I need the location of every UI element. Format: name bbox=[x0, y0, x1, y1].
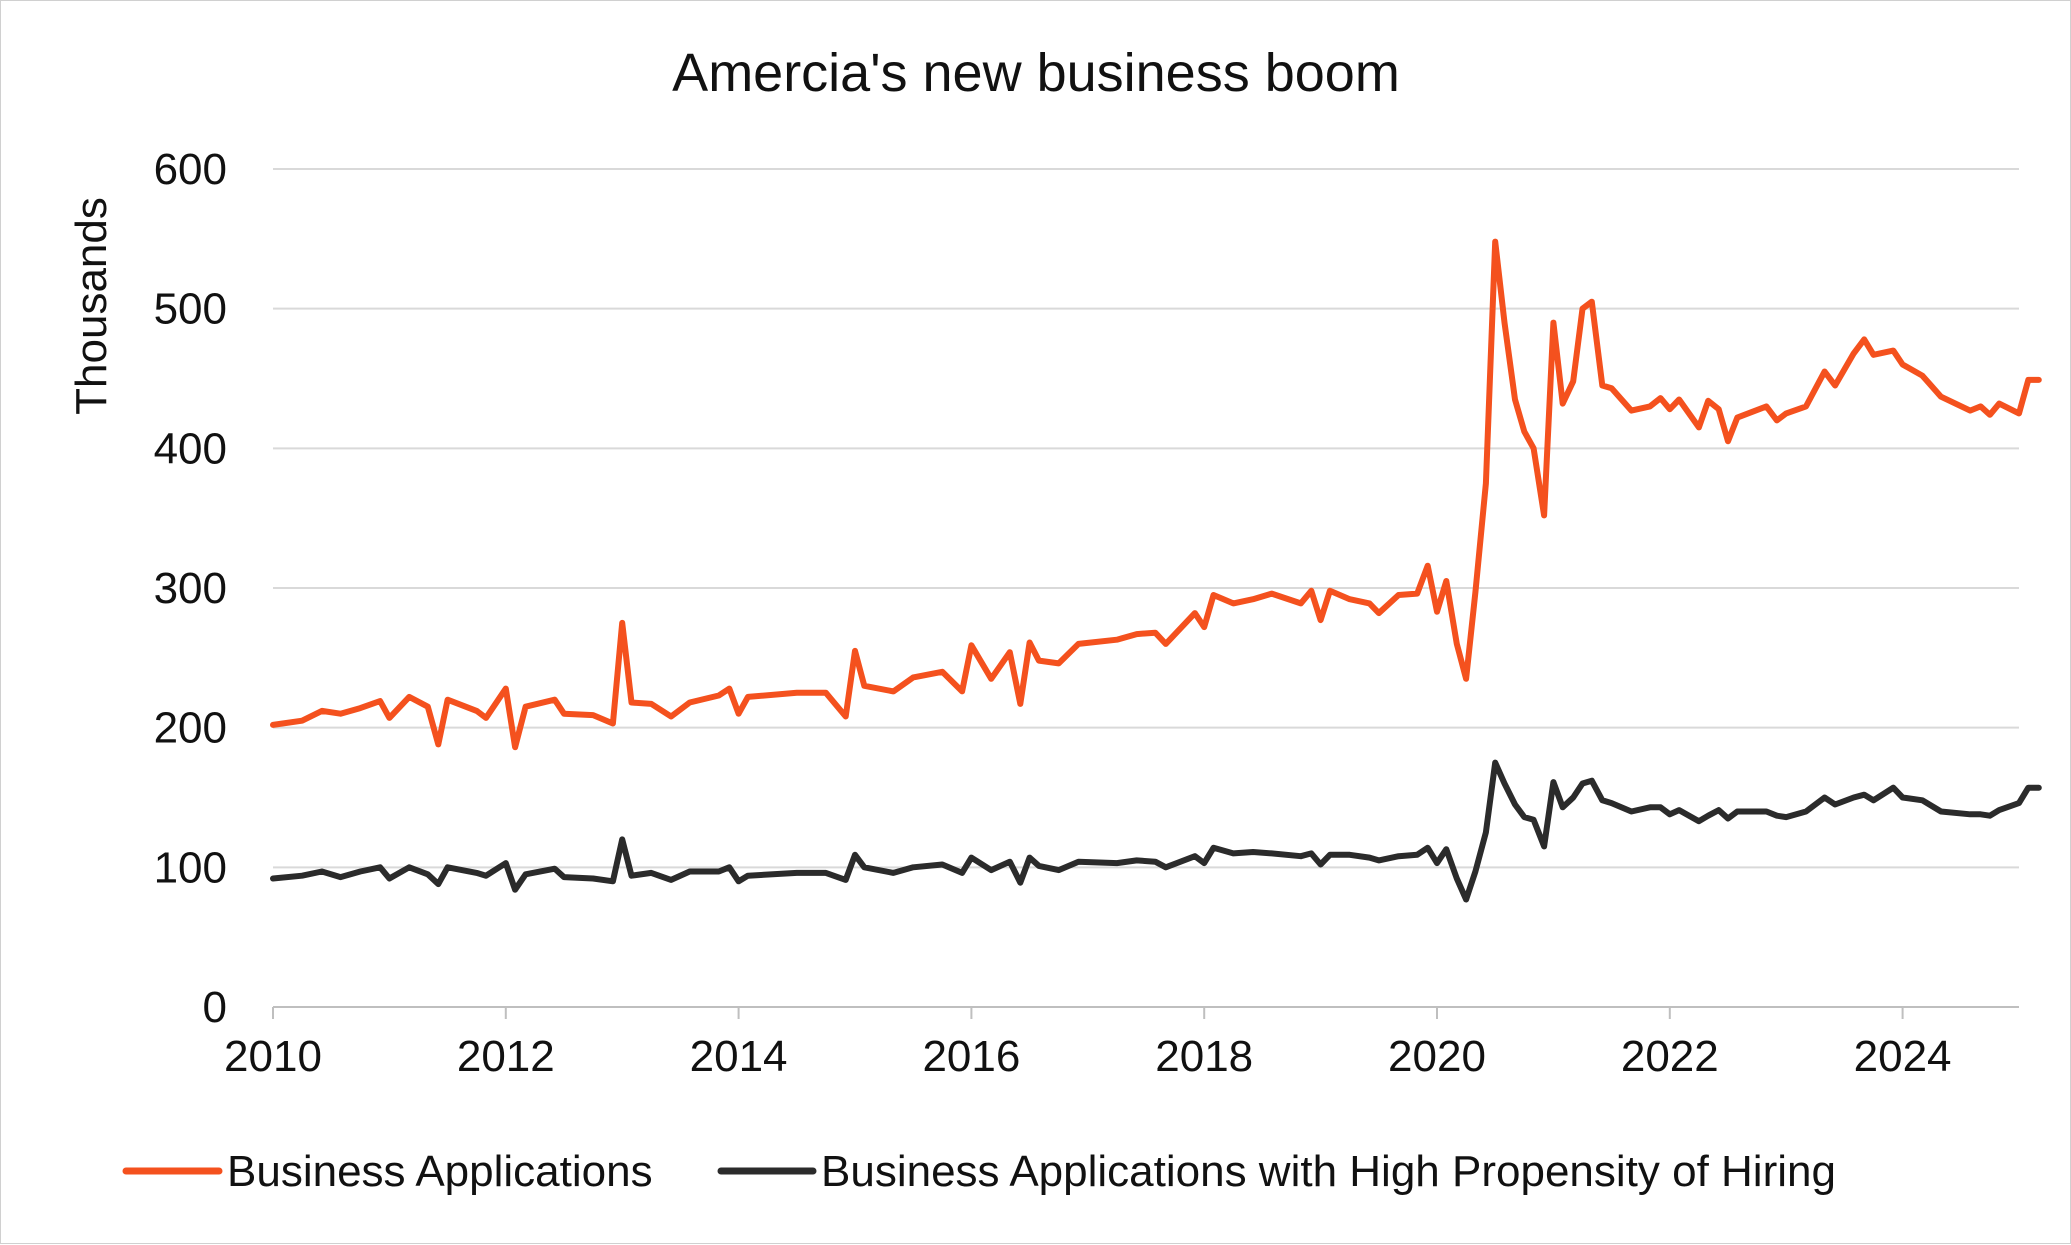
x-tick-label: 2024 bbox=[1854, 1032, 1952, 1081]
y-axis-label: Thousands bbox=[67, 197, 116, 415]
y-tick-label: 0 bbox=[203, 983, 227, 1032]
y-tick-label: 100 bbox=[154, 843, 227, 892]
legend-label-1: Business Applications bbox=[227, 1147, 653, 1196]
y-tick-label: 400 bbox=[154, 424, 227, 473]
x-tick-label: 2012 bbox=[457, 1032, 555, 1081]
x-tick-label: 2010 bbox=[224, 1032, 322, 1081]
y-tick-label: 600 bbox=[154, 145, 227, 194]
series-line-2 bbox=[270, 759, 2042, 903]
series-lines bbox=[270, 238, 2042, 903]
x-axis-ticks: 2010 2012 2014 2016 2018 2020 2022 2024 bbox=[224, 1007, 1952, 1081]
chart-title: Amercia's new business boom bbox=[672, 43, 1400, 103]
series-line-1 bbox=[270, 238, 2042, 751]
legend-label-2: Business Applications with High Propensi… bbox=[821, 1147, 1836, 1196]
y-tick-label: 500 bbox=[154, 285, 227, 334]
legend: Business Applications Business Applicatio… bbox=[122, 1147, 1836, 1196]
gridlines bbox=[273, 168, 2019, 1008]
x-tick-label: 2016 bbox=[922, 1032, 1020, 1081]
y-axis-ticks: 0 100 200 300 400 500 600 bbox=[154, 145, 227, 1032]
x-tick-label: 2014 bbox=[690, 1032, 788, 1081]
y-tick-label: 200 bbox=[154, 704, 227, 753]
x-tick-label: 2022 bbox=[1621, 1032, 1719, 1081]
x-tick-label: 2020 bbox=[1388, 1032, 1486, 1081]
x-tick-label: 2018 bbox=[1155, 1032, 1253, 1081]
y-tick-label: 300 bbox=[154, 564, 227, 613]
